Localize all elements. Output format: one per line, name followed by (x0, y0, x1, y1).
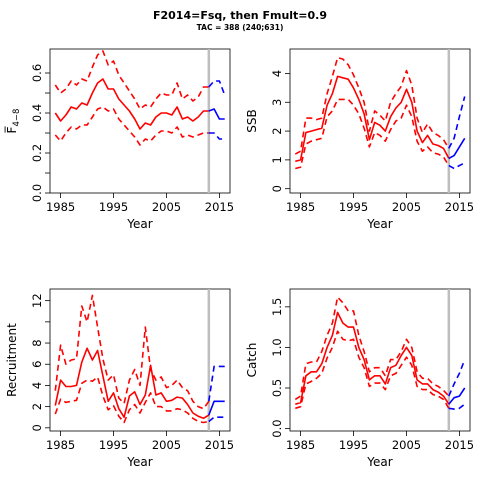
y-tick-label: 0.6 (30, 64, 44, 82)
y-tick-label: 4 (30, 382, 44, 389)
x-tick-label: 2015 (445, 438, 474, 452)
x-axis-label: Year (366, 217, 392, 231)
y-tick-label: 0.5 (270, 379, 284, 397)
y-tick-label: 0 (270, 185, 284, 192)
x-tick-label: 2015 (205, 200, 234, 214)
y-axis-label: F̅4−8 (4, 109, 22, 134)
historic-upper-line (54, 294, 210, 410)
historic-upper-line (294, 296, 450, 401)
x-tick-label: 1985 (46, 438, 75, 452)
x-tick-label: 1995 (99, 200, 128, 214)
y-tick-label: 2 (270, 127, 284, 134)
x-tick-label: 1995 (99, 438, 128, 452)
chart-panel-3: 1985 1995 2005 2015 0 2 4 6 8 12 Year Recruitment (5, 288, 234, 469)
y-axis-label-main: SSB (245, 109, 259, 132)
plot-frame (49, 288, 231, 432)
projection-lower-line (208, 416, 225, 423)
projection-upper-line (208, 365, 225, 402)
y-axis-label: Recruitment (5, 323, 19, 397)
y-axis-label-main: Recruitment (5, 323, 19, 397)
projection-upper-line (448, 96, 466, 149)
y-tick-label: 0 (30, 424, 44, 431)
historic-median-line (295, 311, 450, 405)
y-tick-label: 6 (30, 361, 44, 368)
projection-upper-line (448, 359, 466, 397)
y-tick-label: 0.0 (270, 419, 284, 437)
y-axis-label-subscript: 4−8 (12, 109, 22, 127)
historic-median-line (54, 347, 210, 420)
projection-upper-line (208, 80, 226, 96)
x-tick-label: 2015 (205, 438, 234, 452)
historic-lower-line (295, 98, 450, 170)
chart-panel-1: 1985 1995 2005 2015 0.0 0.2 0.4 0.6 Year F̅4−8 (4, 48, 234, 231)
historic-lower-line (54, 106, 209, 146)
chart-panel-4: 1985 1995 2005 2015 0.0 0.5 1.0 1.5 Year Catch (245, 288, 474, 469)
x-axis-label: Year (126, 455, 152, 469)
projection-lower-line (448, 162, 466, 170)
y-tick-label: 0.0 (30, 184, 44, 202)
y-axis-label-main: Catch (245, 343, 259, 378)
x-tick-label: 2005 (152, 438, 181, 452)
figure-title: F2014=Fsq, then Fmult=0.9 (152, 9, 328, 22)
x-tick-label: 2005 (392, 438, 421, 452)
y-tick-label: 1.5 (270, 298, 284, 316)
projection-median-line (208, 400, 225, 416)
projection-lower-line (448, 403, 466, 410)
plot-frame (49, 48, 231, 194)
y-tick-label: 3 (270, 99, 284, 106)
x-tick-label: 1985 (286, 200, 315, 214)
y-tick-label: 1.0 (270, 338, 284, 356)
x-tick-label: 1995 (339, 200, 368, 214)
y-axis-label: Catch (245, 343, 259, 378)
x-tick-label: 2005 (392, 200, 421, 214)
x-axis-label: Year (366, 455, 392, 469)
chart-panel-2: 1985 1995 2005 2015 0 1 2 3 4 Year SSB (245, 48, 474, 231)
historic-median-line (295, 75, 450, 163)
y-tick-label: 12 (30, 293, 44, 308)
y-axis-label-main: F̅ (4, 126, 19, 134)
y-tick-label: 0.4 (30, 104, 44, 122)
historic-lower-line (54, 376, 209, 424)
x-tick-label: 1985 (286, 438, 315, 452)
y-tick-label: 0.2 (30, 144, 44, 162)
y-tick-label: 1 (270, 156, 284, 163)
y-axis-label: SSB (245, 109, 259, 132)
historic-upper-line (294, 56, 450, 155)
x-tick-label: 2005 (152, 200, 181, 214)
projection-median-line (208, 108, 225, 120)
historic-median-line (54, 78, 209, 130)
x-tick-label: 2015 (445, 200, 474, 214)
historic-upper-line (54, 50, 209, 110)
y-tick-label: 8 (30, 339, 44, 346)
projection-lower-line (208, 132, 225, 140)
y-tick-label: 2 (30, 403, 44, 410)
figure-subtitle: TAC = 388 (240;631) (196, 23, 284, 32)
projection-median-line (448, 137, 466, 160)
projection-median-line (448, 387, 466, 405)
x-tick-label: 1985 (46, 200, 75, 214)
plot-frame (289, 288, 471, 432)
historic-lower-line (295, 330, 450, 410)
y-tick-label: 4 (270, 70, 284, 77)
x-axis-label: Year (126, 217, 152, 231)
plot-frame (289, 48, 471, 194)
x-tick-label: 1995 (339, 438, 368, 452)
